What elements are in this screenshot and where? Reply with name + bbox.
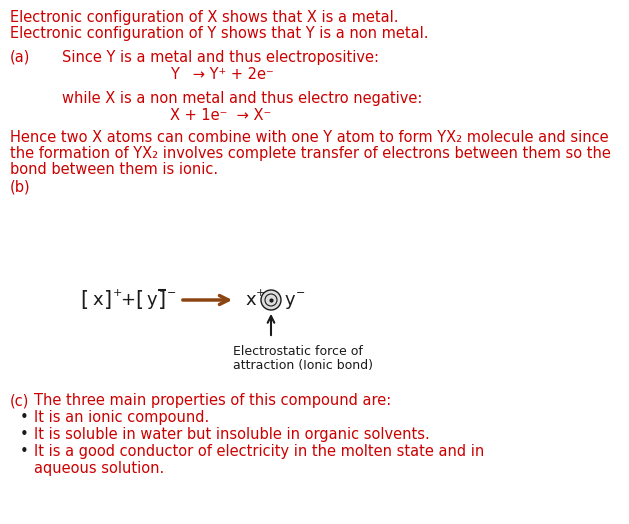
Text: +: + xyxy=(113,288,123,298)
Text: −: − xyxy=(167,288,176,298)
Text: X + 1e⁻  → X⁻: X + 1e⁻ → X⁻ xyxy=(170,108,271,123)
Text: x: x xyxy=(92,291,103,309)
Text: •: • xyxy=(20,444,29,459)
Text: •: • xyxy=(20,410,29,425)
Text: aqueous solution.: aqueous solution. xyxy=(34,461,164,476)
Text: It is an ionic compound.: It is an ionic compound. xyxy=(34,410,209,425)
Text: (c): (c) xyxy=(10,393,30,408)
Text: It is soluble in water but insoluble in organic solvents.: It is soluble in water but insoluble in … xyxy=(34,427,430,442)
Text: Hence two X atoms can combine with one Y atom to form YX₂ molecule and since: Hence two X atoms can combine with one Y… xyxy=(10,130,609,145)
Text: bond between them is ionic.: bond between them is ionic. xyxy=(10,162,218,177)
Text: x: x xyxy=(245,291,255,309)
Text: Electronic configuration of X shows that X is a metal.: Electronic configuration of X shows that… xyxy=(10,10,399,25)
Text: (a): (a) xyxy=(10,50,30,65)
Text: Since Y is a metal and thus electropositive:: Since Y is a metal and thus electroposit… xyxy=(62,50,379,65)
Text: the formation of YX₂ involves complete transfer of electrons between them so the: the formation of YX₂ involves complete t… xyxy=(10,146,611,161)
Text: +: + xyxy=(120,291,135,309)
Text: Electronic configuration of Y shows that Y is a non metal.: Electronic configuration of Y shows that… xyxy=(10,26,428,41)
Text: The three main properties of this compound are:: The three main properties of this compou… xyxy=(34,393,391,408)
Text: •: • xyxy=(20,427,29,442)
Text: y: y xyxy=(147,291,158,309)
Text: (b): (b) xyxy=(10,180,31,195)
Text: ]: ] xyxy=(104,290,112,310)
Text: −: − xyxy=(296,288,305,298)
Text: [: [ xyxy=(80,290,88,310)
Text: [: [ xyxy=(135,290,143,310)
Text: +: + xyxy=(256,288,265,298)
Text: attraction (Ionic bond): attraction (Ionic bond) xyxy=(233,359,373,372)
Text: y: y xyxy=(285,291,296,309)
Circle shape xyxy=(261,290,281,310)
Text: It is a good conductor of electricity in the molten state and in: It is a good conductor of electricity in… xyxy=(34,444,484,459)
Text: Electrostatic force of: Electrostatic force of xyxy=(233,345,363,358)
Text: ]: ] xyxy=(158,290,166,310)
Text: Y   → Y⁺ + 2e⁻: Y → Y⁺ + 2e⁻ xyxy=(170,67,274,82)
Text: while X is a non metal and thus electro negative:: while X is a non metal and thus electro … xyxy=(62,91,423,106)
